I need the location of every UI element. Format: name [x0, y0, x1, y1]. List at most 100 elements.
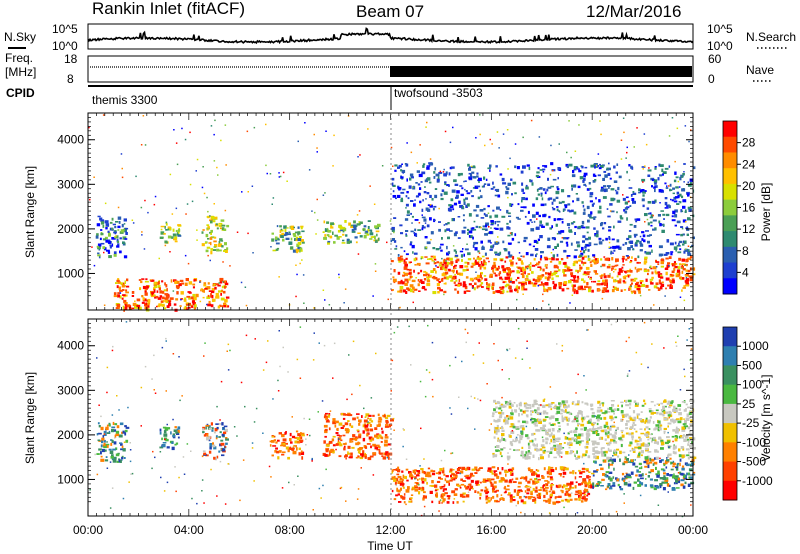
- power-cell: [206, 224, 210, 226]
- velocity-cell: [508, 468, 513, 471]
- velocity-cell: [498, 479, 503, 483]
- velocity-cell: [590, 403, 594, 407]
- power-cell: [369, 232, 374, 236]
- power-cell: [685, 269, 688, 272]
- power-cell: [342, 230, 345, 233]
- velocity-cell: [281, 453, 285, 456]
- power-cell: [223, 250, 227, 252]
- power-cell: [215, 223, 218, 226]
- power-cell: [163, 307, 167, 310]
- power-cell: [493, 261, 496, 265]
- power-cell: [596, 230, 599, 234]
- velocity-cell: [364, 424, 369, 428]
- velocity-cell: [441, 500, 444, 503]
- velocity-cell: [431, 500, 434, 504]
- power-point: [104, 202, 107, 205]
- power-cell: [611, 238, 615, 241]
- power-cell: [666, 205, 669, 207]
- power-cell: [150, 294, 155, 298]
- power-cell: [557, 269, 561, 272]
- power-cell: [205, 233, 209, 238]
- velocity-cell: [100, 426, 104, 431]
- power-cell: [478, 177, 482, 182]
- velocity-cell: [586, 469, 589, 472]
- power-cell: [539, 220, 542, 224]
- velocity-cell: [666, 473, 669, 476]
- power-cell: [677, 266, 680, 270]
- velocity-cell: [543, 494, 546, 499]
- nave-label: Nave: [746, 63, 774, 77]
- power-cell: [417, 272, 420, 275]
- power-cell: [572, 170, 575, 174]
- power-cell: [494, 194, 498, 197]
- power-cell: [617, 271, 621, 276]
- power-point: [536, 253, 538, 255]
- freq-label-line2: [MHz]: [5, 65, 36, 79]
- power-cell: [549, 260, 553, 263]
- power-cell: [575, 269, 578, 272]
- velocity-cell: [391, 471, 394, 474]
- velocity-point: [196, 502, 198, 505]
- velocity-cell: [608, 456, 611, 460]
- power-cell: [609, 177, 612, 180]
- power-point: [270, 246, 272, 248]
- power-cell: [525, 265, 528, 269]
- velocity-cell: [529, 478, 533, 481]
- power-cell: [510, 232, 513, 236]
- power-point: [502, 133, 505, 135]
- velocity-cell: [569, 486, 572, 490]
- power-cell: [506, 187, 510, 190]
- power-cell: [490, 187, 494, 190]
- power-point: [241, 191, 243, 193]
- power-cell: [654, 185, 658, 188]
- power-cell: [164, 240, 168, 244]
- power-cell: [167, 226, 171, 229]
- velocity-cell: [517, 500, 519, 505]
- velocity-cell: [370, 445, 372, 449]
- velocity-cell: [271, 454, 274, 457]
- velocity-cell: [424, 478, 427, 482]
- power-cell: [528, 280, 532, 285]
- power-cell: [219, 280, 223, 284]
- velocity-cell: [667, 422, 671, 425]
- power-cell: [530, 253, 534, 257]
- velocity-cell: [513, 440, 517, 443]
- velocity-cell: [591, 428, 594, 432]
- power-cell: [144, 290, 147, 294]
- power-point: [393, 231, 395, 234]
- power-cell: [536, 241, 539, 244]
- power-cell: [639, 189, 643, 193]
- velocity-cell: [573, 453, 576, 456]
- power-cell: [213, 246, 217, 248]
- velocity-cell: [672, 429, 676, 432]
- power-cell: [432, 291, 437, 295]
- power-cell: [565, 241, 569, 244]
- velocity-cell: [165, 438, 169, 442]
- power-cell: [214, 244, 218, 248]
- power-point: [265, 123, 267, 126]
- power-cell: [446, 276, 449, 280]
- power-cell: [606, 257, 610, 261]
- power-cell: [365, 232, 369, 235]
- power-cell: [533, 282, 538, 285]
- velocity-cell: [638, 467, 641, 470]
- power-cell: [424, 179, 428, 183]
- velocity-cell: [534, 500, 537, 504]
- power-cell: [410, 230, 414, 233]
- power-cell: [580, 225, 584, 227]
- power-point: [132, 222, 135, 224]
- velocity-cell: [493, 473, 497, 476]
- power-cell: [582, 273, 586, 276]
- velocity-cell: [632, 462, 636, 466]
- power-cell: [687, 217, 691, 221]
- power-point: [655, 266, 658, 268]
- power-cell: [400, 258, 404, 261]
- power-point: [206, 303, 208, 306]
- velocity-cell: [635, 430, 638, 433]
- power-cell: [545, 266, 548, 269]
- power-cell: [561, 288, 565, 292]
- power-point: [676, 127, 679, 130]
- velocity-cell: [287, 449, 290, 453]
- power-cell: [116, 245, 120, 248]
